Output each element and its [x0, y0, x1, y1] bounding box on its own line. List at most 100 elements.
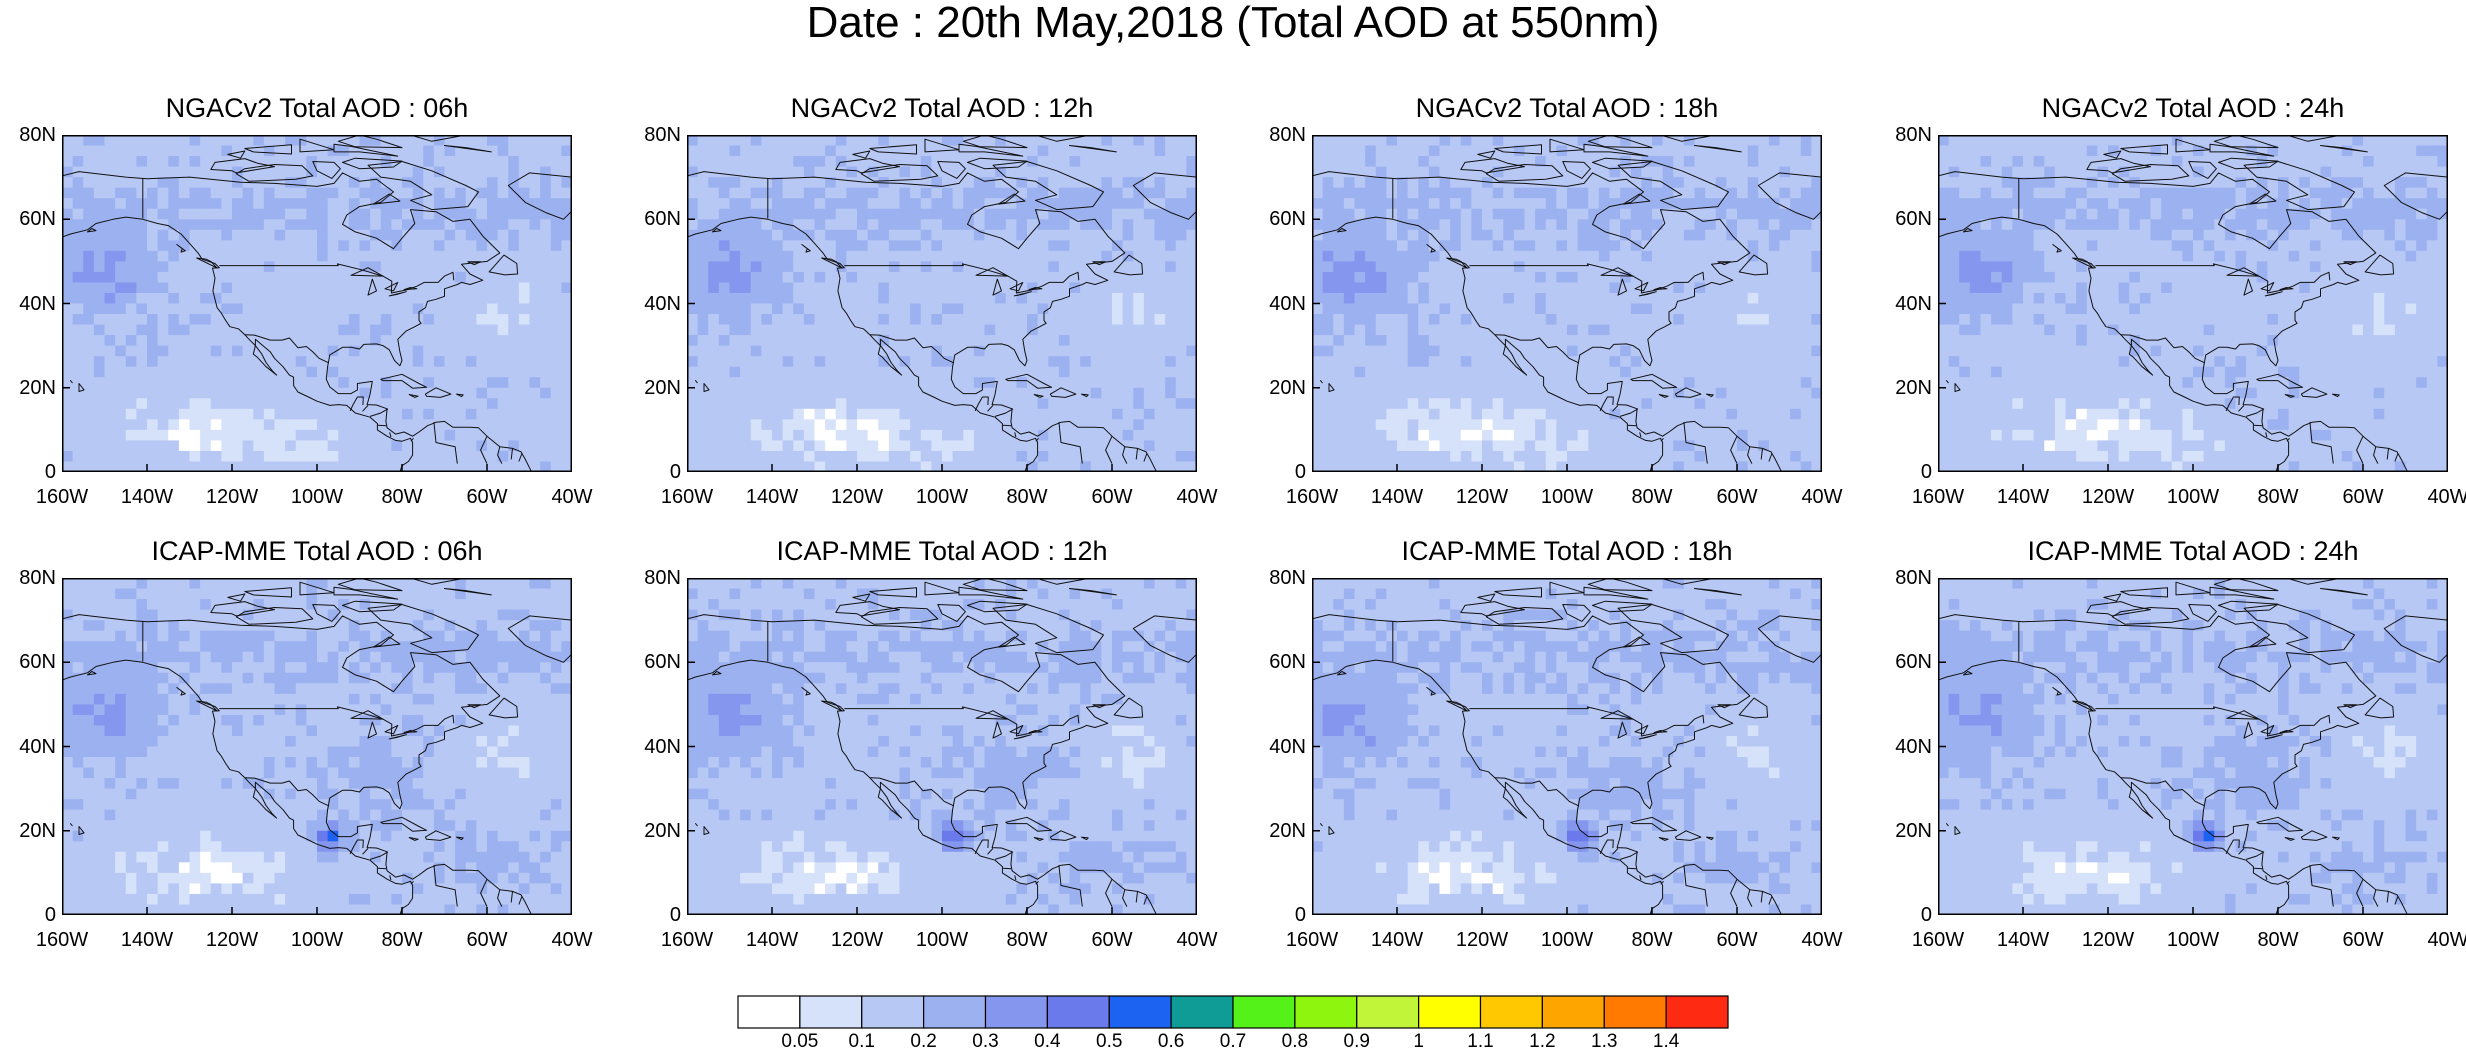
lon-tick-label: 100W	[2166, 486, 2220, 508]
lon-tick-label: 120W	[1455, 486, 1509, 508]
lat-tick-label: 80N	[644, 124, 681, 146]
aod-field	[1312, 135, 1822, 472]
lat-tick-label: 0	[44, 904, 56, 926]
lat-tick-label: 40N	[19, 292, 56, 315]
lon-tick-label: 160W	[1911, 486, 1965, 508]
aod-field	[1938, 135, 2448, 472]
lat-tick-label: 0	[44, 461, 56, 483]
lat-tick-label: 40N	[644, 292, 681, 315]
lat-tick-label: 40N	[644, 735, 681, 758]
lon-tick-label: 60W	[1716, 929, 1758, 951]
coastlines	[1312, 135, 1822, 472]
panel-title: NGACv2 Total AOD : 18h	[1415, 93, 1719, 123]
colorbar-label: 0.05	[781, 1031, 819, 1052]
lat-tick-label: 60N	[1895, 208, 1932, 231]
lon-tick-label: 40W	[1801, 486, 1843, 508]
lon-tick-label: 100W	[290, 486, 344, 508]
lat-tick-label: 60N	[19, 651, 56, 674]
lat-tick-label: 20N	[19, 376, 56, 399]
aod-map	[62, 578, 572, 915]
aod-map	[687, 578, 1197, 915]
lat-tick-label: 60N	[644, 208, 681, 231]
map-panel	[62, 578, 572, 915]
lon-tick-label: 100W	[915, 486, 969, 508]
lon-tick-label: 40W	[1801, 929, 1843, 951]
colorbar-swatch	[1603, 995, 1667, 1029]
colorbar-swatch	[1108, 995, 1172, 1029]
lon-tick-label: 160W	[1911, 929, 1965, 951]
panel-title: NGACv2 Total AOD : 06h	[165, 93, 469, 123]
main-title: Date : 20th May,2018 (Total AOD at 550nm…	[806, 0, 1660, 47]
coastlines	[1938, 578, 2448, 915]
axis-ticks	[687, 135, 1197, 472]
lon-tick-label: 160W	[660, 929, 714, 951]
colorbar-swatch	[1170, 995, 1234, 1029]
aod-field	[62, 578, 572, 915]
lon-tick-label: 160W	[1285, 486, 1339, 508]
lon-tick-label: 140W	[1370, 929, 1424, 951]
lon-tick-label: 160W	[660, 486, 714, 508]
axis-ticks	[62, 135, 572, 472]
lon-tick-label: 140W	[1370, 486, 1424, 508]
colorbar-label: 0.3	[972, 1031, 999, 1052]
lon-tick-label: 80W	[381, 486, 423, 508]
colorbar-swatch	[861, 995, 925, 1029]
panel-title: ICAP-MME Total AOD : 24h	[2027, 536, 2359, 566]
lon-tick-label: 120W	[2081, 929, 2135, 951]
lat-tick-label: 60N	[1269, 208, 1306, 231]
colorbar-swatch	[737, 995, 801, 1029]
lat-tick-label: 0	[669, 461, 681, 483]
lat-tick-label: 20N	[644, 819, 681, 842]
lon-tick-label: 60W	[466, 486, 508, 508]
lat-tick-label: 60N	[19, 208, 56, 231]
aod-map	[1938, 135, 2448, 472]
colorbar-label: 0.4	[1034, 1031, 1061, 1052]
lon-tick-label: 100W	[1540, 486, 1594, 508]
colorbar-swatch	[799, 995, 863, 1029]
lon-tick-label: 40W	[2427, 486, 2466, 508]
map-panel	[1312, 135, 1822, 472]
lon-tick-label: 120W	[1455, 929, 1509, 951]
colorbar-swatch	[1665, 995, 1729, 1029]
lon-tick-label: 80W	[1631, 929, 1673, 951]
axis-ticks	[687, 578, 1197, 915]
lat-tick-label: 0	[1920, 904, 1932, 926]
aod-field	[687, 578, 1197, 915]
colorbar-swatch	[923, 995, 987, 1029]
lat-tick-label: 20N	[1895, 376, 1932, 399]
lon-tick-label: 80W	[1006, 486, 1048, 508]
colorbar-swatch	[1418, 995, 1482, 1029]
aod-field	[1312, 578, 1822, 915]
lon-tick-label: 60W	[2342, 929, 2384, 951]
map-panel	[1938, 135, 2448, 472]
lon-tick-label: 80W	[1631, 486, 1673, 508]
lon-tick-label: 120W	[830, 486, 884, 508]
lon-tick-label: 120W	[830, 929, 884, 951]
lon-tick-label: 60W	[1091, 929, 1133, 951]
aod-map	[1312, 578, 1822, 915]
lon-tick-label: 120W	[205, 486, 259, 508]
lon-tick-label: 80W	[381, 929, 423, 951]
colorbar-swatch	[1294, 995, 1358, 1029]
colorbar-label: 0.6	[1157, 1031, 1185, 1052]
coastlines	[687, 578, 1197, 915]
lon-tick-label: 80W	[2257, 929, 2299, 951]
lat-tick-label: 80N	[644, 567, 681, 589]
colorbar-label: 1.4	[1652, 1031, 1680, 1052]
aod-map	[1312, 135, 1822, 472]
lat-tick-label: 60N	[1895, 651, 1932, 674]
lat-tick-label: 0	[1920, 461, 1932, 483]
lon-tick-label: 100W	[1540, 929, 1594, 951]
lon-tick-label: 160W	[35, 929, 89, 951]
lat-tick-label: 20N	[1269, 819, 1306, 842]
map-panel	[687, 135, 1197, 472]
colorbar-label: 0.1	[848, 1031, 875, 1052]
colorbar-swatch	[984, 995, 1048, 1029]
panel-title: NGACv2 Total AOD : 12h	[790, 93, 1094, 123]
aod-map	[687, 135, 1197, 472]
coastlines	[1312, 578, 1822, 915]
lon-tick-label: 140W	[1996, 486, 2050, 508]
colorbar-label: 1.2	[1529, 1031, 1556, 1052]
lon-tick-label: 140W	[745, 486, 799, 508]
